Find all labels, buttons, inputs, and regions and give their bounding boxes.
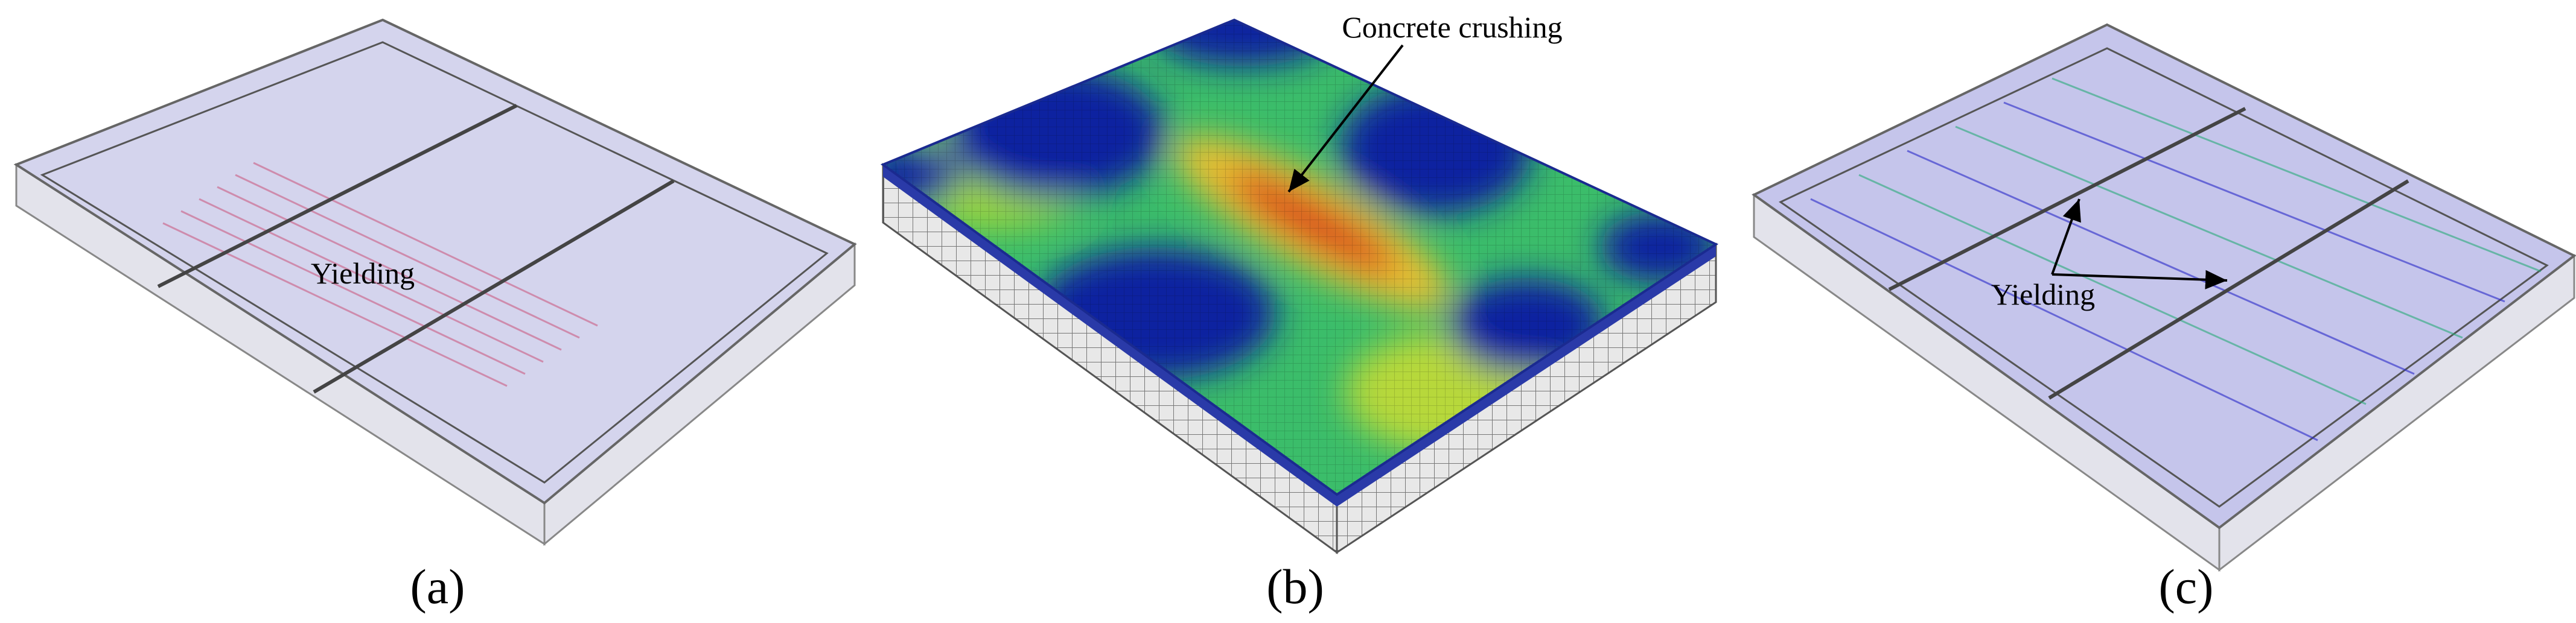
arrow (2052, 270, 2228, 289)
panel-label: (c) (2158, 559, 2213, 614)
panel-label: (b) (1266, 559, 1324, 614)
annotation: Yielding (311, 256, 415, 290)
slab-c (1752, 23, 2576, 572)
arrow (2051, 198, 2081, 275)
arrow (1287, 44, 1404, 193)
slab-b (880, 18, 1719, 554)
annotation: Yielding (1991, 277, 2095, 311)
slab-a (13, 18, 857, 546)
panel-label: (a) (410, 559, 465, 614)
annotation: Concrete crushing (1342, 10, 1562, 44)
